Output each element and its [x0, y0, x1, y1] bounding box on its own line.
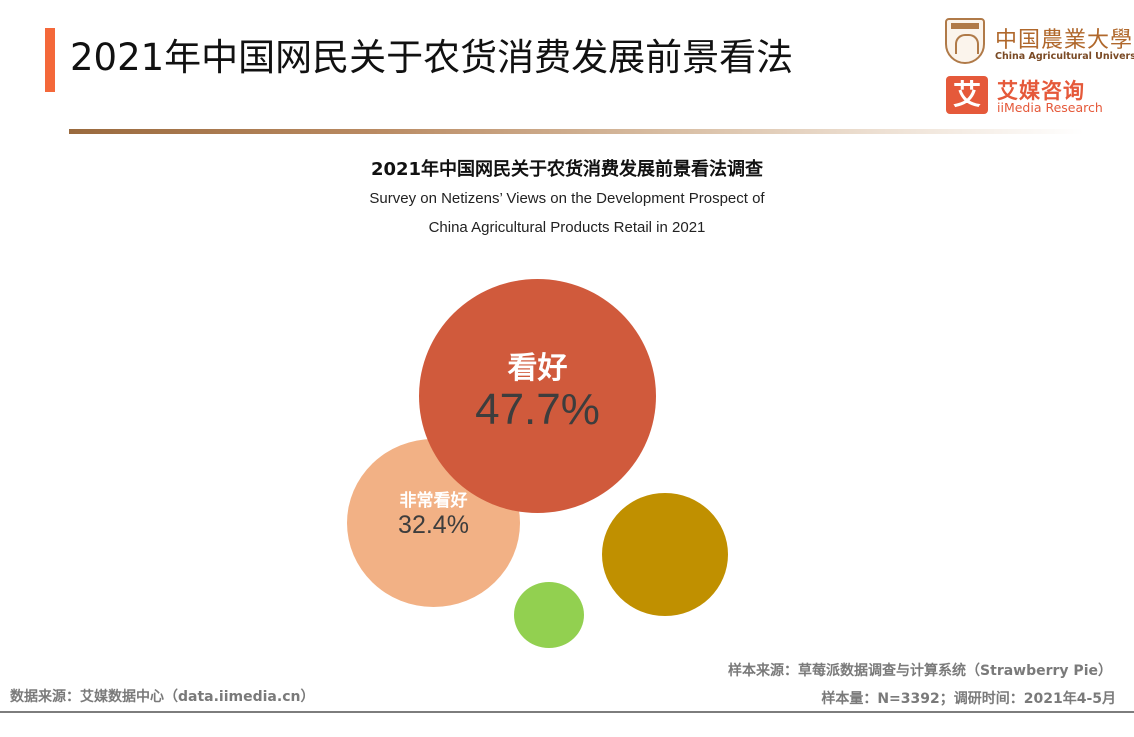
bubble-value: 32.4% [398, 511, 469, 539]
bubble-olive [602, 493, 728, 616]
bubble-label: 非常看好 [399, 491, 468, 511]
header-divider [69, 129, 1084, 134]
footer-divider [0, 711, 1134, 713]
iimedia-logo-icon: 艾 [946, 76, 988, 114]
cau-name-cn: 中国農業大學 [995, 28, 1134, 53]
cau-name-en: China Agricultural University [995, 51, 1134, 62]
chart-subtitle-line2: China Agricultural Products Retail in 20… [428, 219, 706, 236]
chart-title: 2021年中国网民关于农货消费发展前景看法调查 [370, 159, 764, 180]
title-accent-bar [45, 28, 55, 92]
iimedia-name-cn: 艾媒咨询 [997, 79, 1085, 103]
university-emblem-icon [945, 18, 985, 64]
cau-logo: 中国農業大學 China Agricultural University [945, 18, 1134, 68]
bubble-green [514, 582, 584, 648]
chart-subtitle-line1: Survey on Netizens’ Views on the Develop… [369, 190, 765, 207]
data-source: 数据来源：艾媒数据中心（data.iimedia.cn） [10, 689, 315, 705]
bubble-value: 47.7% [475, 385, 600, 434]
iimedia-name-en: iiMedia Research [997, 100, 1103, 115]
page-title: 2021年中国网民关于农货消费发展前景看法 [70, 36, 794, 79]
iimedia-logo: 艾 艾媒咨询 iiMedia Research [946, 76, 1116, 116]
bubble-label: 看好 [507, 351, 568, 386]
sample-info: 样本量：N=3392；调研时间：2021年4-5月 [821, 691, 1116, 707]
sample-source: 样本来源：草莓派数据调查与计算系统（Strawberry Pie） [728, 663, 1112, 679]
bubble-positive: 看好 47.7% [419, 279, 656, 513]
